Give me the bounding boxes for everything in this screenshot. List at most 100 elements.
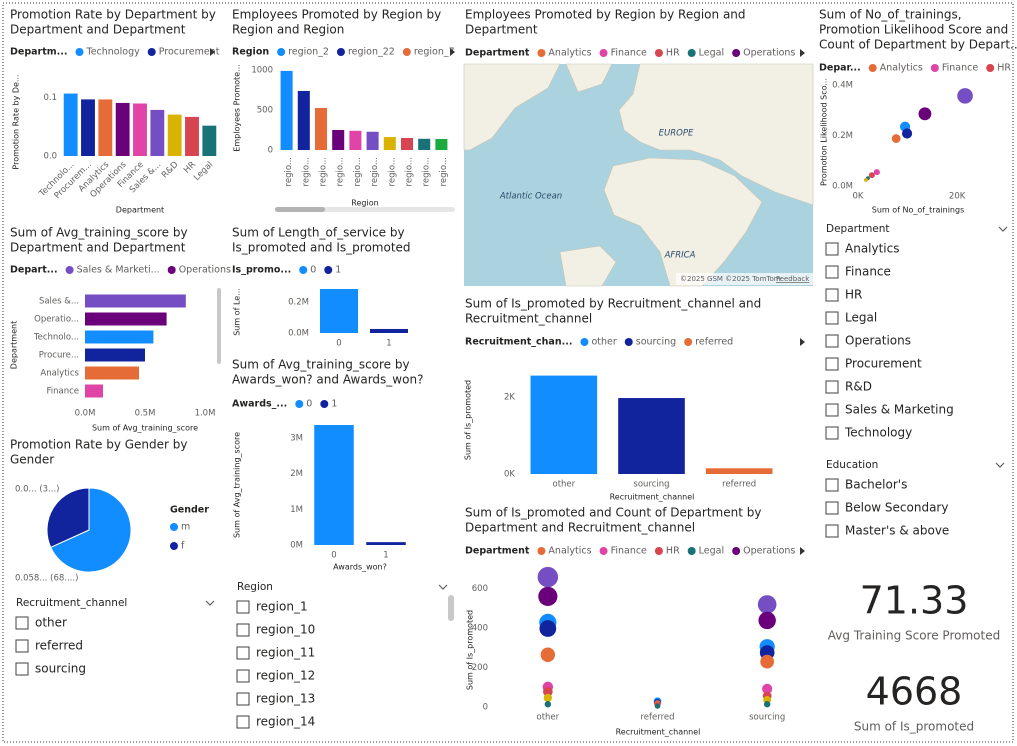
slicer-chevron[interactable]: [205, 600, 215, 606]
chart-title: Department and Department: [10, 23, 186, 37]
legend-marker: [732, 49, 741, 57]
bar: [150, 109, 165, 156]
legend-more[interactable]: [800, 49, 805, 57]
legend-label: Analytics: [548, 546, 591, 557]
y-axis-label: Promotion Rate by De...: [12, 74, 21, 169]
chart-title: Department and Department: [10, 241, 186, 255]
slicer-item[interactable]: other: [35, 616, 67, 630]
slicer-item[interactable]: Procurement: [845, 357, 922, 371]
slicer-checkbox[interactable]: [825, 524, 839, 538]
dot: [763, 701, 771, 708]
slicer-checkbox[interactable]: [825, 357, 839, 371]
legend-title: Gender: [170, 505, 209, 516]
bar: [370, 328, 408, 333]
legend-label: Analytics: [880, 63, 923, 74]
legend-title: Departm...: [10, 47, 68, 58]
x-tick-label: other: [537, 713, 560, 723]
slicer-checkbox[interactable]: [15, 662, 29, 676]
slicer-item[interactable]: Bachelor's: [845, 478, 907, 492]
chart-title: Promotion Likelihood Score and: [819, 23, 1008, 37]
slicer-chevron[interactable]: [995, 462, 1005, 468]
slicer-checkbox[interactable]: [825, 478, 839, 492]
x-tick-label: regio...: [439, 157, 449, 186]
legend-title: Depar...: [819, 63, 861, 74]
x-tick-label: 0.0M: [75, 409, 96, 419]
slicer-checkbox[interactable]: [825, 311, 839, 325]
map-land: [463, 63, 561, 151]
slicer-checkbox[interactable]: [236, 669, 250, 683]
dot: [544, 701, 552, 708]
slicer-checkbox[interactable]: [825, 380, 839, 394]
slicer-checkbox[interactable]: [825, 265, 839, 279]
slicer-checkbox[interactable]: [15, 639, 29, 653]
y-axis-label: Sum of Is_promoted: [464, 380, 473, 460]
slicer-item[interactable]: region_10: [256, 623, 315, 637]
legend-more[interactable]: [450, 48, 455, 56]
slicer-checkbox[interactable]: [825, 403, 839, 417]
slicer-item[interactable]: Sales & Marketing: [845, 403, 954, 417]
legend-more[interactable]: [800, 547, 805, 555]
legend-label: Operations: [743, 546, 795, 557]
slicer-item[interactable]: region_13: [256, 692, 315, 706]
x-tick-label: regio...: [422, 157, 432, 186]
scrollbar-thumb[interactable]: [217, 288, 221, 364]
slicer-checkbox[interactable]: [825, 288, 839, 302]
bar: [85, 384, 103, 398]
slicer-checkbox[interactable]: [825, 426, 839, 440]
legend-more[interactable]: [210, 48, 215, 56]
dot: [762, 683, 773, 694]
legend-marker: [580, 338, 589, 346]
slicer-item[interactable]: region_1: [256, 600, 308, 614]
slicer-item[interactable]: Master's & above: [845, 524, 949, 538]
y-tick-label: 500: [257, 106, 273, 116]
y-tick-label: 0K: [504, 470, 515, 480]
x-axis-label: Awards_won?: [333, 563, 387, 572]
slicer-item[interactable]: Finance: [845, 265, 891, 279]
legend-more[interactable]: [800, 338, 805, 346]
scrollbar-thumb[interactable]: [448, 595, 454, 621]
legend-marker: [687, 49, 696, 57]
bubble: [873, 169, 880, 176]
legend-title: Awards_...: [232, 399, 287, 410]
slicer-item[interactable]: R&D: [845, 380, 872, 394]
slicer-item[interactable]: HR: [845, 288, 862, 302]
slicer-checkbox[interactable]: [236, 600, 250, 614]
slicer-checkbox[interactable]: [15, 616, 29, 630]
legend-marker: [599, 49, 608, 57]
x-axis-label: Sum of Avg_training_score: [92, 424, 198, 433]
bar: [280, 70, 293, 150]
slicer-checkbox[interactable]: [825, 242, 839, 256]
slicer-item[interactable]: referred: [35, 639, 83, 653]
bar: [133, 103, 147, 156]
slicer-checkbox[interactable]: [236, 646, 250, 660]
slicer-item[interactable]: Analytics: [845, 242, 900, 256]
map-feedback-link[interactable]: Feedback: [776, 275, 810, 283]
slicer-item[interactable]: Technology: [844, 426, 912, 440]
scrollbar-thumb[interactable]: [275, 207, 325, 212]
slicer-checkbox[interactable]: [825, 501, 839, 515]
y-tick-label: 0.0M: [288, 329, 309, 339]
slicer-title: Recruitment_channel: [16, 597, 127, 609]
slicer-checkbox[interactable]: [825, 334, 839, 348]
legend-marker: [65, 266, 74, 274]
legend-label: Legal: [699, 48, 724, 59]
slicer-item[interactable]: Operations: [845, 334, 911, 348]
legend-marker: [654, 49, 663, 57]
slicer-item[interactable]: sourcing: [35, 662, 86, 676]
bubble: [864, 178, 868, 182]
slicer-checkbox[interactable]: [236, 715, 250, 729]
slicer-item[interactable]: Legal: [845, 311, 877, 325]
legend-label: region_22: [348, 47, 395, 58]
slicer-checkbox[interactable]: [236, 692, 250, 706]
slicer-chevron[interactable]: [438, 584, 448, 590]
slicer-chevron[interactable]: [998, 226, 1008, 232]
bar: [85, 366, 139, 380]
bar: [98, 99, 113, 156]
map-land: [618, 63, 814, 206]
slicer-item[interactable]: region_14: [256, 715, 315, 729]
slicer-item[interactable]: Below Secondary: [845, 501, 948, 515]
slicer-item[interactable]: region_11: [256, 646, 315, 660]
slicer-item[interactable]: region_12: [256, 669, 315, 683]
chart-title: Sum of Is_promoted and Count of Departme…: [465, 506, 761, 520]
slicer-checkbox[interactable]: [236, 623, 250, 637]
